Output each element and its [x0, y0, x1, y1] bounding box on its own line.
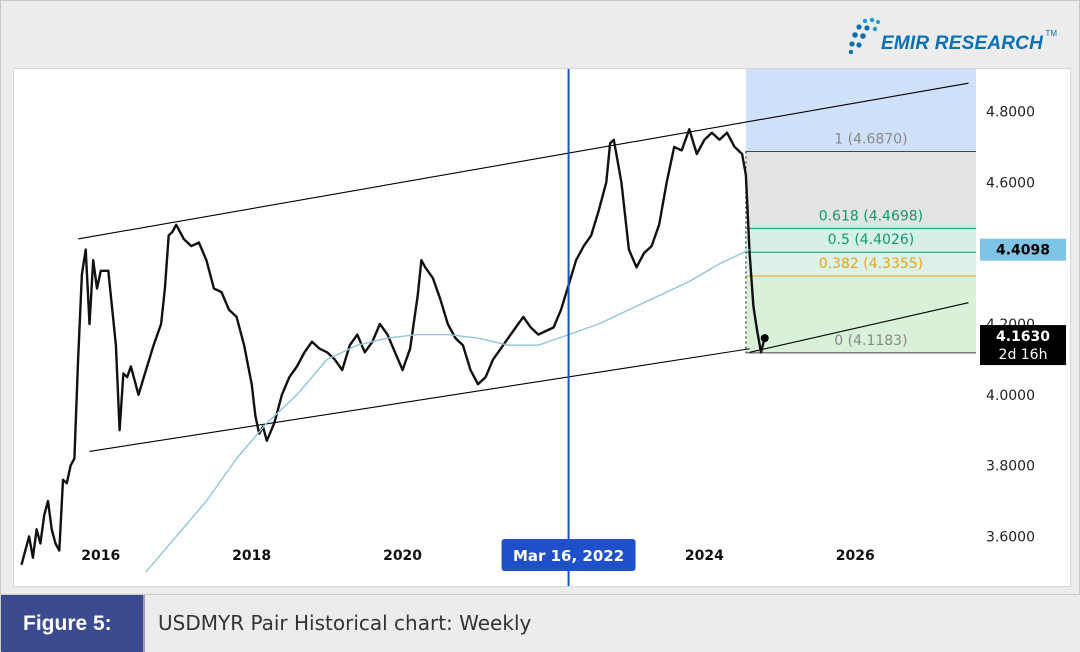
price-tag-1: [980, 325, 1066, 366]
fib-zone-1: [745, 151, 976, 229]
last-price-point: [760, 334, 769, 343]
trendline-0: [78, 82, 969, 240]
trendline-1: [89, 348, 750, 452]
y-tick-label-4.8000: 4.8000: [986, 104, 1035, 120]
brand-name: EMIR RESEARCH: [881, 33, 1044, 54]
figure-label: Figure 5:: [1, 595, 143, 652]
chart-area: 1 (4.6870) 0.618 (4.4698) 0.5 (4.4026) 0.38…: [13, 68, 1071, 587]
price-tag-0: [980, 238, 1066, 261]
fib-zone-4: [745, 275, 976, 353]
date-marker-label: Mar 16, 2022: [513, 547, 624, 565]
trendline-2: [749, 302, 969, 353]
brand-logo: EMIR RESEARCH TM: [847, 17, 1057, 59]
fib-level-label-0.5: 0.5 (4.4026): [828, 232, 915, 248]
y-tick-label-3.6000: 3.6000: [986, 529, 1035, 545]
fib-zone-2: [745, 228, 976, 253]
x-tick-label-2018: 2018: [232, 548, 271, 564]
x-tick-label-2026: 2026: [836, 548, 875, 564]
fib-level-label-0.618: 0.618 (4.4698): [819, 208, 923, 224]
price-tag-label-0: 4.4098: [996, 243, 1050, 259]
brand-dots-icon: [848, 17, 880, 55]
y-tick-label-4.6000: 4.6000: [986, 175, 1035, 191]
x-tick-label-2024: 2024: [685, 548, 724, 564]
price-tag-sub-1: 2d 16h: [999, 347, 1048, 363]
y-tick-label-4.0000: 4.0000: [986, 388, 1035, 404]
fib-level-label-0.382: 0.382 (4.3355): [819, 256, 923, 272]
fib-zone-0: [745, 69, 976, 152]
price-tag-label-1: 4.1630: [996, 329, 1050, 345]
y-tick-label-3.8000: 3.8000: [986, 459, 1035, 475]
x-tick-label-2020: 2020: [383, 548, 422, 564]
fib-level-label-1: 1 (4.6870): [834, 132, 907, 148]
caption-divider: [143, 595, 145, 652]
moving-average-line: [145, 248, 750, 573]
caption-bar: Figure 5: USDMYR Pair Historical chart: …: [1, 594, 1080, 652]
x-tick-label-2016: 2016: [81, 548, 120, 564]
date-marker-tag: [501, 539, 636, 571]
price-series-line: [20, 127, 766, 566]
figure-caption: USDMYR Pair Historical chart: Weekly: [158, 611, 532, 635]
fib-level-label-0: 0 (4.1183): [834, 333, 907, 349]
fib-zone-3: [745, 252, 976, 276]
price-chart: 1 (4.6870) 0.618 (4.4698) 0.5 (4.4026) 0.38…: [20, 69, 1066, 586]
brand-trademark: TM: [1045, 29, 1057, 38]
